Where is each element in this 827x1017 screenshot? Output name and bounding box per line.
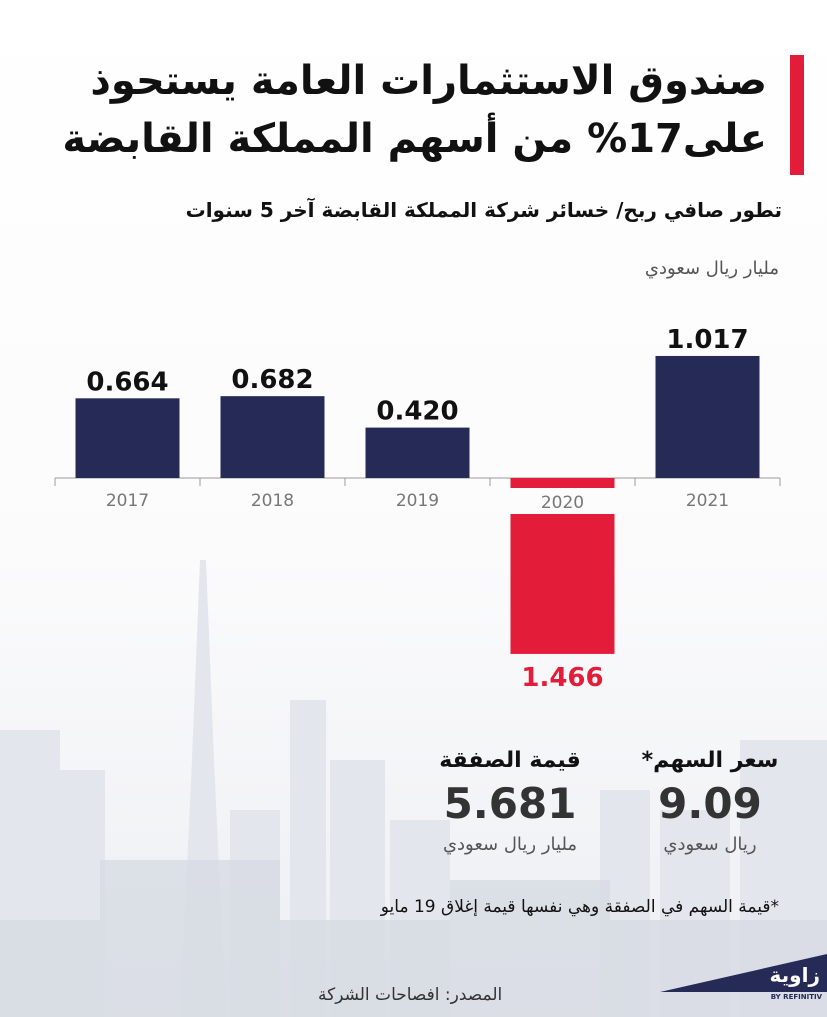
x-tick-label-2018: 2018 [251,491,294,511]
deal-value-label: قيمة الصفقة [439,748,581,773]
bar-2017 [75,398,180,478]
bar-2021 [655,355,760,478]
deal-value-value: 5.681 [443,779,577,828]
chart-unit-label: مليار ريال سعودي [644,258,779,279]
data-label-2017: 0.664 [86,367,168,397]
share-price-label: سعر السهم* [641,748,779,773]
source-text: المصدر: افصاحات الشركة [318,985,503,1005]
x-tick-label-2021: 2021 [686,491,729,511]
data-label-2020: 1.466 [521,663,603,693]
title-line-2: على17% من أسهم المملكة القابضة [62,116,767,162]
svg-text:BY REFINITIV: BY REFINITIV [771,993,823,1001]
zawya-logo: زاوية BY REFINITIV [660,954,827,1001]
title-line-1: صندوق الاستثمارات العامة يستحوذ [90,58,767,104]
deal-value-unit: مليار ريال سعودي [442,834,578,855]
footnote: *قيمة السهم في الصفقة وهي نفسها قيمة إغل… [380,897,779,917]
deal-value-stat: قيمة الصفقة 5.681 مليار ريال سعودي [410,748,610,855]
page-title: صندوق الاستثمارات العامة يستحوذ على17% م… [47,52,767,168]
share-price-stat: سعر السهم* 9.09 ريال سعودي [625,748,795,855]
skyline-background-image [0,560,827,1017]
bar-chart: 0.664 2017 0.682 2018 0.420 2019 1.466 2020 1.01… [54,325,781,693]
title-accent-bar [790,55,804,175]
bar-2019 [365,427,470,478]
x-tick-label-2020: 2020 [541,493,584,513]
data-label-2019: 0.420 [376,397,458,427]
data-label-2018: 0.682 [231,365,313,395]
chart-title: تطور صافي ربح/ خسائر شركة المملكة القابض… [185,198,782,222]
share-price-unit: ريال سعودي [663,834,757,855]
share-price-value: 9.09 [658,779,762,828]
data-label-2021: 1.017 [666,325,748,355]
bar-2018 [220,396,325,478]
svg-text:زاوية: زاوية [770,963,820,987]
bar-2020 [510,514,615,654]
bar-2020-top [510,478,615,488]
x-tick-label-2017: 2017 [106,491,149,511]
x-tick-label-2019: 2019 [396,491,439,511]
